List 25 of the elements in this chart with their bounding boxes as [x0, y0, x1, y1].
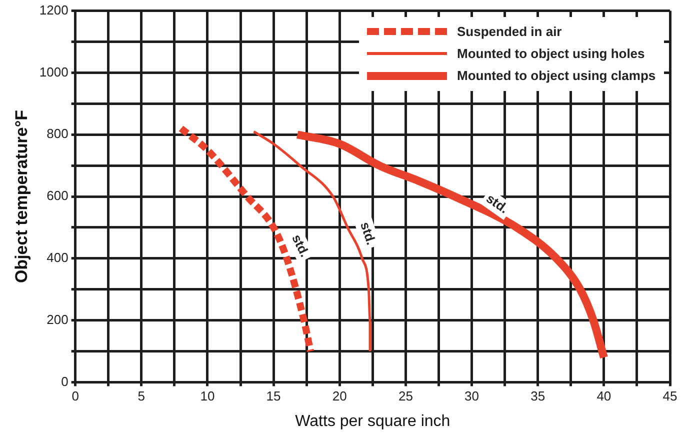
x-tick-label: 30	[464, 388, 480, 404]
x-tick-label: 0	[72, 388, 79, 404]
legend-label: Mounted to object using clamps	[457, 68, 656, 84]
x-axis-title: Watts per square inch	[295, 412, 450, 430]
y-tick-label: 400	[46, 250, 68, 265]
x-tick-label: 45	[662, 388, 678, 404]
legend-label: Mounted to object using holes	[457, 46, 645, 62]
x-tick-label: 5	[138, 388, 146, 404]
annotation: std.	[358, 220, 379, 247]
y-axis-title: Object temperature°F	[12, 110, 31, 284]
y-tick-label: 200	[46, 312, 68, 327]
x-tick-label: 40	[596, 388, 612, 404]
x-tick-label: 25	[398, 388, 413, 404]
y-tick-label: 1000	[39, 64, 68, 80]
x-tick-label: 10	[200, 388, 215, 404]
y-tick-label: 800	[46, 126, 68, 142]
annotation: std.	[484, 190, 512, 216]
y-tick-label: 600	[46, 188, 68, 204]
y-tick-label: 1200	[39, 2, 68, 18]
x-tick-label: 15	[266, 388, 281, 404]
x-tick-label: 35	[530, 388, 546, 404]
legend-label: Suspended in air	[457, 24, 562, 40]
y-tick-label: 0	[61, 374, 68, 389]
annotation: std.	[289, 232, 313, 260]
x-tick-label: 20	[332, 388, 347, 404]
